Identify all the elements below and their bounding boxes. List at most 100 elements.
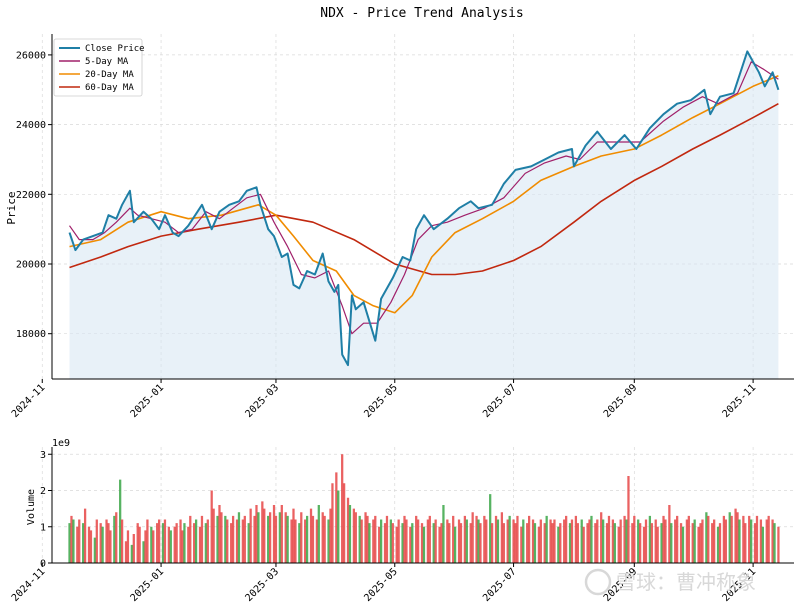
- volume-bar: [753, 523, 757, 564]
- x-tick-label: 2025-01: [129, 566, 167, 604]
- volume-bar: [311, 515, 315, 564]
- volume-bar: [230, 523, 233, 564]
- volume-bar: [187, 526, 190, 563]
- volume-bar: [126, 530, 130, 564]
- volume-bar: [163, 519, 167, 563]
- volume-bar: [173, 526, 176, 563]
- volume-bar: [212, 508, 215, 564]
- volume-bar: [563, 519, 566, 563]
- volume-bar: [711, 523, 714, 564]
- volume-bar: [142, 541, 145, 563]
- x-tick-label: 2025-09: [602, 382, 640, 420]
- volume-bar: [516, 515, 519, 564]
- watermark-logo-icon: [584, 568, 612, 596]
- volume-bar: [286, 515, 289, 564]
- volume-bar: [668, 505, 671, 563]
- volume-bar: [674, 519, 677, 563]
- y-tick-label: 26000: [16, 50, 46, 61]
- volume-bar: [352, 508, 355, 564]
- volume-bar: [175, 523, 178, 564]
- volume-bars: [68, 454, 780, 564]
- volume-bar: [539, 519, 542, 563]
- volume-bar: [496, 519, 500, 563]
- volume-bar: [654, 519, 657, 563]
- volume-bar: [570, 519, 574, 563]
- volume-bar: [315, 519, 318, 563]
- volume-bar: [761, 526, 764, 563]
- volume-bar: [713, 519, 716, 563]
- volume-bar: [249, 508, 252, 564]
- volume-bar: [594, 523, 597, 564]
- volume-bar: [235, 519, 239, 563]
- volume-bar: [130, 544, 133, 564]
- volume-y-axis-label: Volume: [26, 489, 37, 525]
- volume-bar: [329, 508, 332, 564]
- volume-bar: [327, 519, 330, 563]
- volume-bar: [304, 519, 307, 563]
- volume-bar: [403, 515, 406, 564]
- volume-bar: [465, 519, 468, 563]
- volume-bar: [633, 515, 636, 564]
- volume-bar: [637, 519, 640, 563]
- volume-bar: [693, 519, 696, 563]
- volume-bar: [290, 519, 293, 563]
- volume-bar: [613, 523, 616, 564]
- volume-bar: [83, 508, 87, 564]
- volume-bar: [72, 519, 75, 563]
- volume-bar: [204, 523, 207, 564]
- legend-label-close: Close Price: [85, 44, 145, 54]
- volume-bar: [341, 454, 344, 563]
- volume-bar: [471, 512, 474, 563]
- volume-bar: [68, 523, 71, 564]
- volume-bar: [268, 512, 272, 563]
- volume-bar: [623, 515, 626, 564]
- x-tick-label: 2025-11: [721, 382, 759, 420]
- volume-bar: [545, 515, 548, 564]
- close-price-area: [69, 51, 779, 380]
- volume-bar: [132, 534, 135, 563]
- volume-bar: [169, 530, 172, 564]
- volume-bar: [681, 526, 685, 563]
- volume-bar: [738, 519, 741, 563]
- volume-bar: [272, 505, 276, 563]
- volume-bar: [512, 519, 515, 563]
- volume-bar: [395, 526, 398, 563]
- volume-bar: [206, 519, 209, 563]
- volume-bar: [366, 515, 369, 564]
- volume-bar: [586, 523, 589, 564]
- volume-bar: [551, 523, 554, 564]
- volume-bar: [442, 505, 445, 563]
- volume-bar: [531, 519, 535, 563]
- volume-bar: [428, 515, 431, 564]
- volume-bar: [602, 519, 605, 563]
- volume-bar: [611, 519, 615, 563]
- volume-bar: [417, 519, 420, 563]
- volume-bar: [452, 515, 455, 564]
- volume-bar: [691, 523, 694, 564]
- volume-bar: [198, 526, 202, 563]
- x-tick-label: 2024-11: [10, 382, 48, 420]
- legend-box: [53, 38, 143, 97]
- volume-bar: [576, 523, 579, 564]
- volume-bar: [580, 519, 583, 563]
- volume-bar: [432, 523, 435, 564]
- volume-bar: [500, 512, 504, 563]
- volume-bar: [679, 523, 683, 564]
- volume-bar: [605, 523, 609, 564]
- volume-bar: [107, 523, 110, 564]
- volume-bar: [448, 523, 451, 564]
- volume-bar: [105, 519, 108, 563]
- x-tick-label: 2025-07: [481, 566, 519, 604]
- volume-bar: [475, 515, 478, 564]
- volume-bar: [537, 526, 541, 563]
- x-tick-label: 2025-05: [362, 566, 400, 604]
- volume-bar: [485, 519, 488, 563]
- volume-bar: [335, 472, 338, 564]
- legend-label-ma20: 20-Day MA: [85, 70, 134, 80]
- volume-bar: [644, 519, 648, 563]
- volume-bar: [463, 515, 467, 564]
- y-tick-label: 24000: [16, 120, 46, 131]
- volume-bar: [292, 508, 295, 564]
- volume-bar: [520, 526, 523, 563]
- volume-bar: [323, 515, 326, 564]
